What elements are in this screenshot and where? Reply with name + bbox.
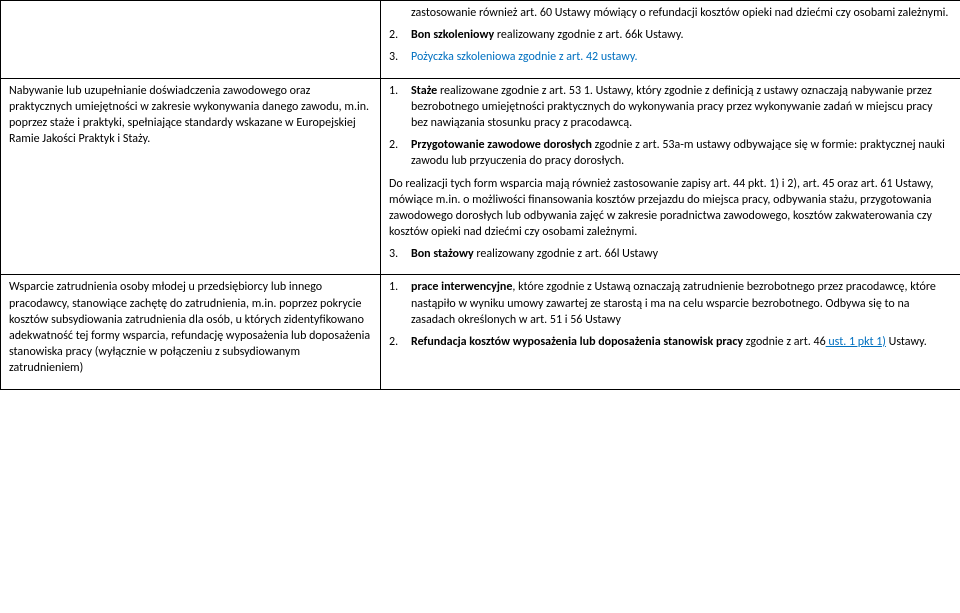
row2-right: 1. Staże realizowane zgodnie z art. 53 1… [381, 78, 960, 275]
text: prace interwencyjne, które zgodnie z Ust… [411, 279, 952, 328]
list-item: 3. Pożyczka szkoleniowa zgodnie z art. 4… [389, 49, 952, 65]
list-item: 1. prace interwencyjne, które zgodnie z … [389, 279, 952, 328]
num: 1. [389, 279, 403, 328]
num: 1. [389, 83, 403, 132]
row3-left: Wsparcie zatrudnienia osoby młodej u prz… [1, 275, 381, 389]
text: Bon szkoleniowy realizowany zgodnie z ar… [411, 27, 952, 43]
text: Refundacja kosztów wyposażenia lub dopos… [411, 334, 952, 350]
list-item: 1. Staże realizowane zgodnie z art. 53 1… [389, 83, 952, 132]
row2-left-text: Nabywanie lub uzupełnianie doświadczenia… [9, 83, 372, 148]
num [389, 5, 403, 21]
num: 3. [389, 246, 403, 262]
num: 2. [389, 334, 403, 350]
list-item: zastosowanie również art. 60 Ustawy mówi… [389, 5, 952, 21]
num: 2. [389, 137, 403, 169]
row3-left-text: Wsparcie zatrudnienia osoby młodej u prz… [9, 279, 372, 376]
row3-right: 1. prace interwencyjne, które zgodnie z … [381, 275, 960, 389]
row1-right: zastosowanie również art. 60 Ustawy mówi… [381, 1, 960, 79]
row1-left [1, 1, 381, 79]
text: Pożyczka szkoleniowa zgodnie z art. 42 u… [411, 49, 952, 65]
num: 2. [389, 27, 403, 43]
num: 3. [389, 49, 403, 65]
text: Bon stażowy realizowany zgodnie z art. 6… [411, 246, 952, 262]
row2-right-para: Do realizacji tych form wsparcia mają ró… [389, 176, 952, 241]
row2-left: Nabywanie lub uzupełnianie doświadczenia… [1, 78, 381, 275]
list-item: 2. Refundacja kosztów wyposażenia lub do… [389, 334, 952, 350]
text: Staże realizowane zgodnie z art. 53 1. U… [411, 83, 952, 132]
list-item: 3. Bon stażowy realizowany zgodnie z art… [389, 246, 952, 262]
text: zastosowanie również art. 60 Ustawy mówi… [411, 5, 952, 21]
list-item: 2. Bon szkoleniowy realizowany zgodnie z… [389, 27, 952, 43]
text: Przygotowanie zawodowe dorosłych zgodnie… [411, 137, 952, 169]
document-table: zastosowanie również art. 60 Ustawy mówi… [0, 0, 960, 390]
list-item: 2. Przygotowanie zawodowe dorosłych zgod… [389, 137, 952, 169]
